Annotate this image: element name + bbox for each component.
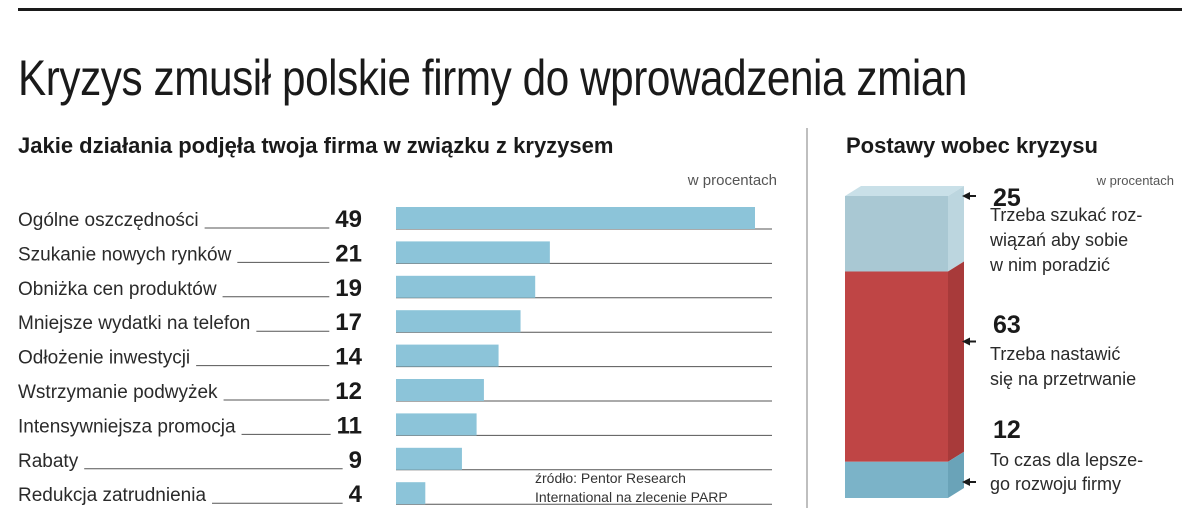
column-segment-side [948, 186, 964, 272]
segment-value-label: 63 [993, 311, 1021, 339]
segment-description: w nim poradzić [989, 255, 1110, 275]
bar-value-label: 21 [335, 240, 362, 267]
source-line: źródło: Pentor Research [535, 470, 686, 486]
segment-description: się na przetrwanie [990, 369, 1136, 389]
bar-value-label: 17 [335, 309, 362, 336]
segment-description: Trzeba nastawić [990, 344, 1120, 364]
segment-value-label: 25 [993, 184, 1021, 212]
bar-value-label: 12 [335, 378, 362, 405]
segment-value-label: 12 [993, 416, 1021, 444]
bar-chart-title: Jakie działania podjęła twoja firma w zw… [18, 133, 613, 158]
stacked-chart-unit-label: w procentach [1096, 173, 1174, 188]
segment-arrowhead [962, 192, 970, 200]
bar-category-label: Szukanie nowych rynków [18, 244, 232, 265]
bar-category-label: Mniejsze wydatki na telefon [18, 313, 250, 334]
column-segment [845, 461, 948, 498]
segment-description: To czas dla lepsze- [990, 450, 1143, 470]
bar-category-label: Ogólne oszczędności [18, 210, 199, 231]
bar [396, 310, 521, 333]
segment-description: go rozwoju firmy [990, 474, 1121, 494]
stacked-chart-title: Postawy wobec kryzysu [846, 133, 1098, 158]
bar-value-label: 14 [335, 344, 362, 371]
bar-value-label: 9 [349, 447, 362, 474]
bar-category-label: Odłożenie inwestycji [18, 348, 190, 369]
segment-description: wiązań aby sobie [989, 230, 1128, 250]
page-title: Kryzys zmusił polskie firmy do wprowadze… [18, 50, 968, 106]
bar [396, 275, 536, 298]
bar [396, 379, 484, 401]
bar-category-label: Wstrzymanie podwyżek [18, 382, 218, 403]
bar [396, 413, 477, 436]
bar-value-label: 49 [335, 206, 362, 233]
bar-value-label: 11 [337, 412, 362, 439]
bar [396, 207, 755, 229]
bar [396, 241, 550, 264]
bar [396, 482, 426, 505]
segment-description: Trzeba szukać roz- [990, 205, 1142, 225]
column-segment-side [948, 451, 964, 498]
column-segment-side [948, 261, 964, 462]
panel-divider [806, 128, 808, 508]
bar-category-label: Intensywniejsza promocja [18, 416, 236, 437]
bar-value-label: 4 [349, 481, 363, 508]
column-top-face [845, 186, 964, 196]
bar-chart-unit-label: w procentach [687, 172, 777, 189]
bar-category-label: Obniżka cen produktów [18, 279, 217, 300]
bar [396, 344, 499, 367]
bar-value-label: 19 [335, 275, 362, 302]
column-segment [845, 271, 948, 462]
bar [396, 447, 462, 470]
source-line: International na zlecenie PARP [535, 489, 728, 505]
top-rule [18, 8, 1182, 11]
segment-arrowhead [962, 337, 970, 346]
bar-category-label: Rabaty [18, 451, 79, 472]
column-segment [845, 196, 948, 272]
segment-arrowhead [962, 478, 970, 486]
bar-category-label: Redukcja zatrudnienia [18, 485, 206, 506]
